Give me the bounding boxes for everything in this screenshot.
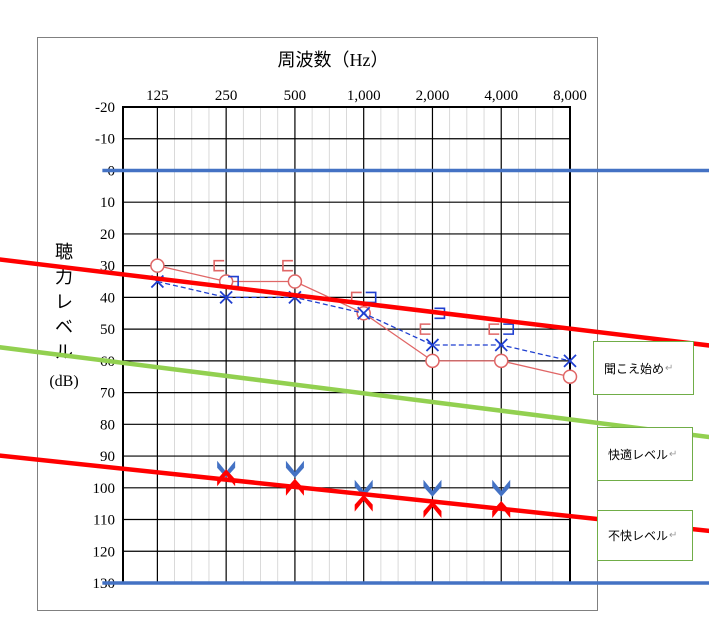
x-tick-label: 500 (284, 88, 307, 104)
point-circle (493, 353, 509, 369)
callout-comfortable-level: 快適レベル ↵ (597, 427, 693, 481)
point-cross (494, 338, 508, 352)
point-uncomfortable-down (423, 479, 442, 497)
y-tick-label: 90 (100, 449, 115, 465)
point-cross (357, 306, 371, 320)
x-tick-label: 125 (146, 88, 169, 104)
y-tick-label: 100 (93, 481, 116, 497)
point-cross (425, 338, 440, 352)
point-cross (563, 354, 577, 368)
point-bracket-left (419, 323, 431, 335)
y-axis-label-char-2: 力 (55, 267, 73, 287)
x-tick-labels: 125 250 500 1,000 2,000 4,000 8,000 (146, 88, 587, 104)
point-bracket-right (503, 323, 515, 335)
point-uncomfortable-up (423, 501, 442, 519)
point-cross (219, 290, 233, 305)
x-tick-label: 250 (215, 88, 238, 104)
callout-hearing-threshold-label: 聞こえ始め (604, 361, 665, 376)
y-axis-label-unit: (dB) (49, 373, 78, 390)
y-tick-label: 50 (100, 322, 115, 338)
callout-uncomfortable-level-label: 不快レベル (608, 529, 669, 543)
y-tick-label: 120 (93, 544, 116, 560)
y-tick-label: 70 (100, 386, 115, 402)
point-uncomfortable-up (354, 494, 373, 512)
callout-uncomfortable-level: 不快レベル ↵ (597, 510, 693, 561)
point-circle (287, 274, 303, 289)
annotation-line-1 (0, 257, 709, 348)
callout-comfortable-level-label: 快適レベル (608, 447, 669, 462)
x-tick-label: 1,000 (347, 88, 381, 104)
y-tick-label: 40 (100, 290, 115, 306)
point-circle (562, 369, 578, 384)
chart-title: 周波数（Hz） (278, 50, 389, 70)
y-axis-label-char-1: 聴 (55, 242, 73, 262)
y-tick-label: 10 (100, 195, 115, 211)
y-axis-label-char-4: ベ (55, 317, 73, 337)
x-tick-label: 2,000 (416, 88, 450, 104)
point-uncomfortable-down (285, 460, 304, 478)
x-tick-label: 8,000 (553, 88, 587, 104)
point-bracket-left (282, 259, 293, 272)
point-circle (150, 258, 165, 273)
point-bracket-left (213, 259, 225, 272)
y-tick-label: -10 (95, 132, 115, 148)
y-tick-label: 80 (100, 417, 115, 433)
point-bracket-left (488, 323, 500, 335)
y-axis-label-char-3: レ (55, 292, 73, 312)
y-tick-label: 20 (100, 227, 115, 243)
point-circle (425, 353, 440, 369)
callout-hearing-threshold: 聞こえ始め ↵ (593, 341, 694, 395)
y-axis-label-char-5: ル (55, 342, 73, 362)
y-tick-label: -20 (95, 100, 115, 116)
y-tick-label: 110 (93, 513, 115, 529)
point-uncomfortable-down (492, 479, 511, 497)
x-tick-label: 4,000 (484, 88, 518, 104)
